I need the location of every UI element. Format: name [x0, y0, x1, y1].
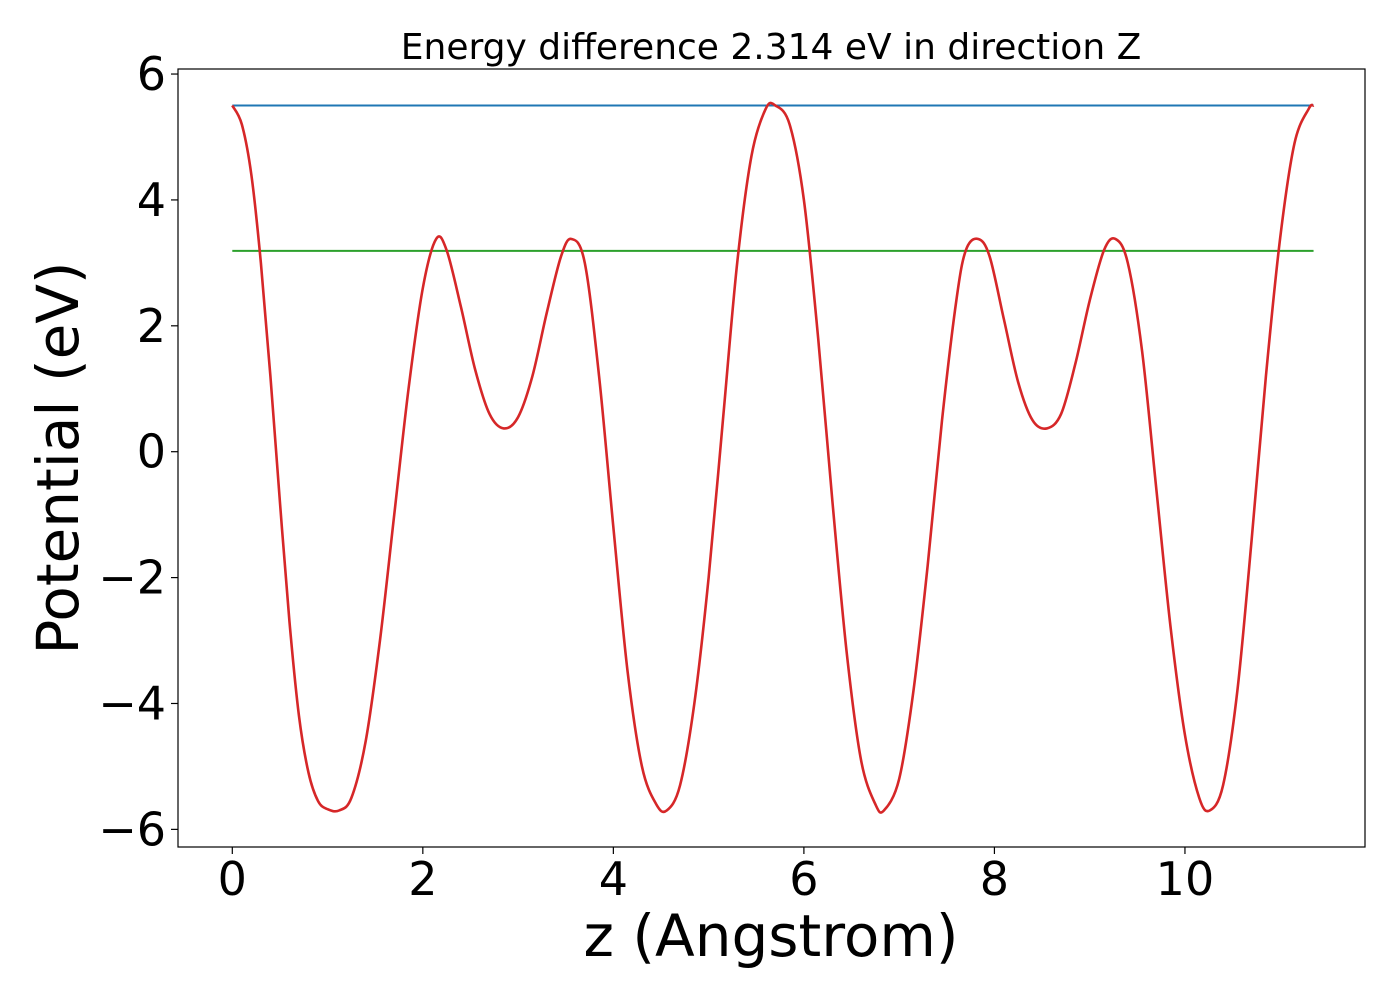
y-tick-label: 4: [137, 173, 166, 227]
series-layer: [231, 101, 1315, 814]
y-tick-label: −6: [98, 802, 166, 856]
chart-title: Energy difference 2.314 eV in direction …: [401, 27, 1142, 68]
x-tick-label: 8: [980, 852, 1009, 906]
x-axis-ticks: 0 2 4 6 8 10: [218, 847, 1215, 906]
y-tick-label: 2: [137, 299, 166, 353]
x-tick-label: 0: [218, 852, 247, 906]
y-tick-label: 6: [137, 47, 166, 101]
potential-curve: [231, 101, 1315, 814]
y-axis-label: Potential (eV): [24, 261, 92, 654]
x-axis-label: z (Angstrom): [584, 902, 959, 970]
y-tick-label: −2: [98, 551, 166, 605]
x-tick-label: 10: [1156, 852, 1215, 906]
y-tick-label: 0: [137, 425, 166, 479]
x-tick-label: 6: [789, 852, 818, 906]
x-tick-label: 2: [408, 852, 437, 906]
x-tick-label: 4: [599, 852, 628, 906]
plot-frame: [177, 68, 1366, 848]
y-tick-label: −4: [98, 676, 166, 730]
y-axis-ticks: 6 4 2 0 −2 −4 −6: [98, 47, 178, 856]
